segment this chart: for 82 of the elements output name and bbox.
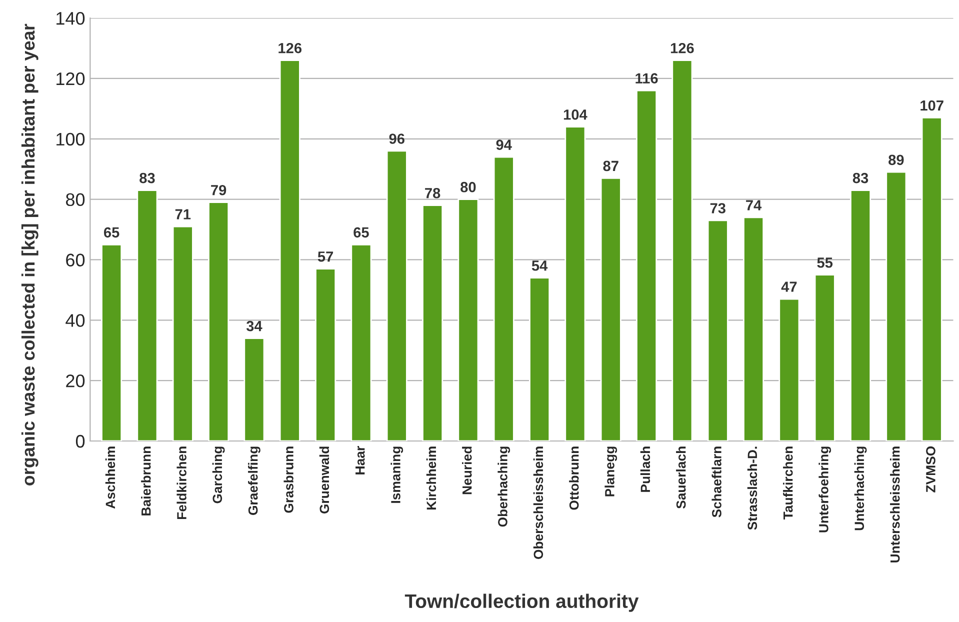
bar [101,244,122,441]
x-tick-label: Taufkirchen [783,446,793,520]
bar [315,268,336,441]
x-tick-label: Ottobrunn [569,446,579,510]
data-label: 83 [140,172,155,184]
x-tick-label: Garching [212,446,225,504]
data-label: 71 [175,209,191,220]
bar [529,277,550,441]
bar [850,190,872,441]
x-tick-label: Graefelfing [248,446,260,515]
x-tick-label: Oberhaching [498,446,510,527]
bar [386,150,408,441]
bar [422,204,444,441]
data-label: 107 [920,100,944,111]
x-tick-label: Planegg [604,446,618,496]
bar [636,90,658,441]
data-label: 83 [852,172,868,184]
y-tick-label: 0 [76,434,85,448]
y-axis-title: organic waste collected in [kg] per inhabitant per year [21,24,38,486]
data-label: 57 [318,252,334,262]
bar [707,220,728,441]
data-label: 65 [354,227,369,238]
x-tick-label: Baierbrunn [141,446,151,516]
x-tick-label: Aschheim [105,446,116,509]
x-tick-label: Pullach [640,446,650,492]
bar [600,177,622,441]
x-tick-label: Gruenwald [319,446,330,514]
data-label: 65 [104,227,120,238]
bar [279,60,300,441]
y-tick-label: 80 [66,193,85,206]
y-tick-label: 20 [66,374,85,388]
x-tick-label: Ismaning [390,446,404,503]
data-label: 104 [564,109,588,120]
bar [672,60,693,441]
data-label: 116 [636,73,658,84]
data-label: 47 [781,282,797,292]
y-tick-label: 140 [56,12,85,25]
data-label: 96 [389,134,404,144]
x-tick-label: Grasbrunn [284,446,294,513]
data-label: 126 [670,42,694,54]
x-tick-label: Feldkirchen [176,446,186,520]
x-tick-label: Sauerlach [676,446,686,509]
bar [350,244,372,441]
x-tick-label: Strasslach-D. [747,446,758,530]
data-label: 54 [532,260,548,271]
bar [244,338,265,441]
x-tick-label: Unterschleissheim [890,446,900,562]
x-tick-label: ZVMSO [926,446,936,492]
y-tick-label: 40 [66,314,85,327]
y-tick-label: 100 [56,132,85,146]
data-label: 78 [425,188,440,198]
bar [886,171,907,441]
bar [208,202,230,441]
x-tick-label: Neuried [462,446,472,494]
x-tick-label: Unterfoehring [818,446,832,532]
y-tick-label: 120 [56,72,85,86]
x-tick-label: Unterhaching [854,446,867,530]
bar [814,274,836,441]
data-label: 89 [888,154,904,166]
data-label: 79 [211,184,226,196]
data-label: 87 [603,160,618,172]
data-label: 80 [460,182,476,192]
y-tick-label: 60 [66,254,85,266]
data-label: 74 [746,200,762,210]
bar [172,226,194,441]
x-tick-label: Schaeftlarn [712,446,722,518]
data-label: 55 [817,258,833,268]
bar [564,126,586,441]
x-tick-label: Oberschleissheim [533,446,544,559]
x-axis-title: Town/collection authority [404,594,639,612]
bar [136,190,158,441]
data-label: 126 [278,42,302,54]
data-label: 73 [710,203,726,214]
x-tick-label: Haar [356,446,365,474]
bar [778,298,800,441]
bar [493,156,514,441]
bar [743,216,764,441]
bar [921,117,942,441]
bar [458,198,479,441]
x-tick-label: Kirchheim [426,446,436,510]
data-label: 94 [496,140,512,150]
data-label: 34 [246,320,262,332]
